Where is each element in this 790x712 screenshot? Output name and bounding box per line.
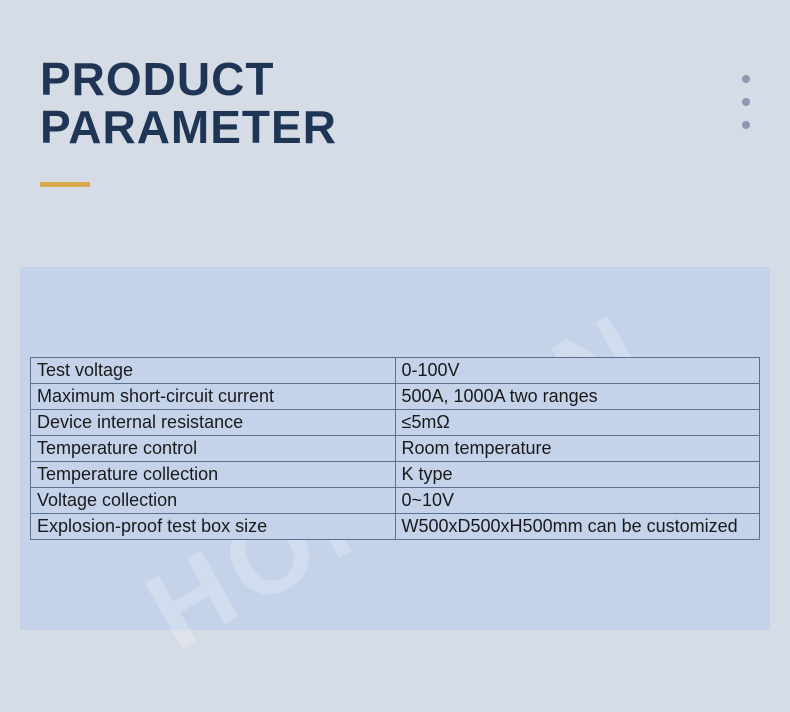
param-name-cell: Temperature collection [31,461,396,487]
table-row: Maximum short-circuit current 500A, 1000… [31,383,760,409]
table-row: Temperature control Room temperature [31,435,760,461]
param-name-cell: Voltage collection [31,487,396,513]
header-section: PRODUCT PARAMETER [0,0,790,217]
dot-icon [742,75,750,83]
dot-icon [742,98,750,106]
param-name-cell: Device internal resistance [31,409,396,435]
table-row: Temperature collection K type [31,461,760,487]
accent-underline [40,182,90,187]
param-value-cell: 0-100V [395,357,760,383]
param-name-cell: Test voltage [31,357,396,383]
param-name-cell: Temperature control [31,435,396,461]
table-row: Voltage collection 0~10V [31,487,760,513]
param-value-cell: 500A, 1000A two ranges [395,383,760,409]
param-value-cell: Room temperature [395,435,760,461]
decorative-dots [742,75,750,129]
param-name-cell: Maximum short-circuit current [31,383,396,409]
table-panel: HONGJIN Test voltage 0-100V Maximum shor… [20,267,770,630]
param-value-cell: ≤5mΩ [395,409,760,435]
param-value-cell: 0~10V [395,487,760,513]
table-row: Explosion-proof test box size W500xD500x… [31,513,760,539]
param-value-cell: K type [395,461,760,487]
table-row: Test voltage 0-100V [31,357,760,383]
title-line-1: PRODUCT [40,55,750,103]
page-title: PRODUCT PARAMETER [40,55,750,152]
dot-icon [742,121,750,129]
title-line-2: PARAMETER [40,103,750,151]
param-value-cell: W500xD500xH500mm can be customized [395,513,760,539]
param-name-cell: Explosion-proof test box size [31,513,396,539]
parameter-table-body: Test voltage 0-100V Maximum short-circui… [31,357,760,539]
table-row: Device internal resistance ≤5mΩ [31,409,760,435]
parameter-table: Test voltage 0-100V Maximum short-circui… [30,357,760,540]
